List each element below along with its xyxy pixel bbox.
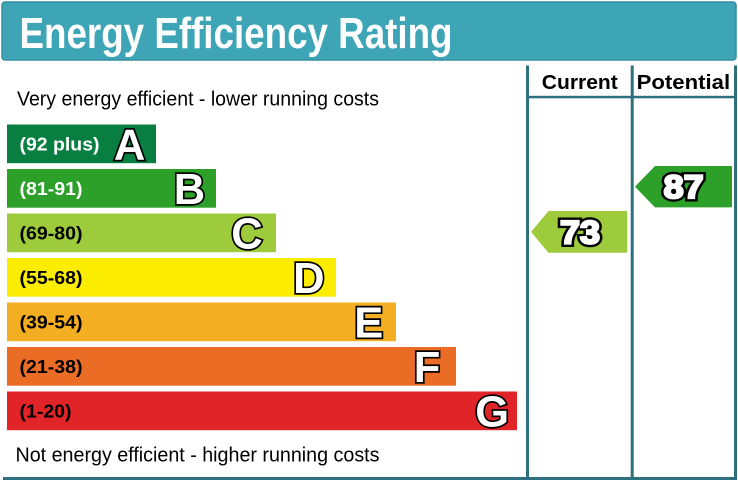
svg-text:C: C (231, 210, 262, 258)
svg-text:Energy Efficiency Rating: Energy Efficiency Rating (20, 9, 453, 58)
svg-text:B: B (174, 166, 205, 214)
svg-text:Very energy efficient - lower: Very energy efficient - lower running co… (17, 89, 379, 111)
svg-text:(92 plus): (92 plus) (20, 133, 100, 154)
svg-text:F: F (414, 344, 441, 392)
svg-text:87: 87 (664, 169, 704, 205)
svg-text:D: D (293, 255, 324, 303)
svg-text:(21-38): (21-38) (20, 356, 83, 377)
svg-text:G: G (475, 388, 509, 436)
svg-text:A: A (114, 121, 145, 169)
svg-text:87: 87 (664, 169, 704, 205)
svg-text:E: E (354, 299, 383, 347)
svg-text:Potential: Potential (637, 72, 731, 94)
svg-text:(1-20): (1-20) (20, 400, 72, 421)
svg-text:Not energy efficient - higher: Not energy efficient - higher running co… (16, 445, 380, 467)
svg-text:(69-80): (69-80) (20, 222, 83, 243)
svg-text:73: 73 (560, 214, 600, 250)
svg-text:Current: Current (542, 72, 618, 94)
svg-text:73: 73 (560, 214, 600, 250)
svg-text:(39-54): (39-54) (20, 311, 83, 332)
svg-text:(55-68): (55-68) (20, 267, 83, 288)
svg-text:(81-91): (81-91) (20, 178, 83, 199)
